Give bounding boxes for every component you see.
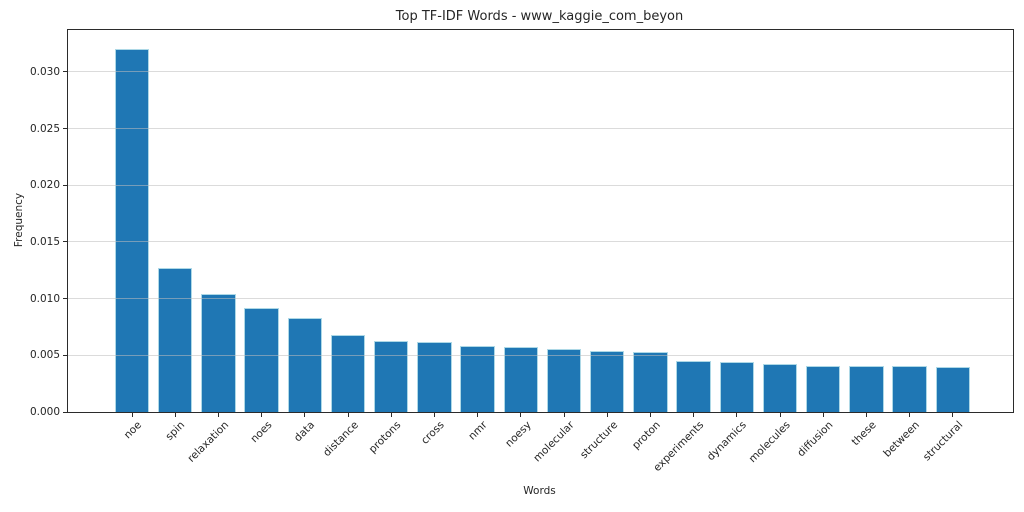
gridline (68, 71, 1013, 73)
x-tick-label-diffusion: diffusion (795, 419, 836, 460)
x-tick-label-molecular: molecular (531, 419, 577, 465)
x-tick (865, 413, 867, 417)
x-tick (736, 413, 738, 417)
y-tick (63, 128, 67, 130)
x-tick-label-spin: spin (163, 419, 188, 443)
x-tick-label-molecules: molecules (746, 419, 793, 466)
y-tick-label: 0.010 (29, 292, 60, 305)
x-tick-label-noe: noe (122, 419, 145, 442)
bar-structure (589, 350, 625, 412)
x-tick (606, 413, 608, 417)
y-tick-label: 0.015 (29, 235, 60, 248)
bar-noesy (503, 347, 539, 412)
x-tick (477, 413, 479, 417)
x-tick-label-nmr: nmr (466, 419, 491, 443)
bar-nmr (460, 346, 495, 412)
x-tick (952, 413, 954, 417)
x-tick (433, 413, 435, 417)
bar-proton (633, 351, 668, 412)
gridline (68, 184, 1013, 186)
x-tick (649, 413, 651, 417)
chart-title: Top TF-IDF Words - www_kaggie_com_beyon (395, 9, 684, 24)
x-tick-label-proton: proton (630, 419, 663, 452)
plot-area: noe spin relaxation noes data distance protons… (30, 29, 1014, 474)
bar-structural (935, 366, 971, 412)
y-tick (63, 354, 67, 356)
y-axis-label: Frequency (13, 192, 25, 248)
x-tick (563, 413, 565, 417)
bar-experiments (676, 360, 711, 412)
bar-between (892, 365, 927, 412)
x-tick-label-noes: noes (247, 419, 275, 446)
y-tick (63, 411, 67, 413)
y-tick-label: 0.030 (29, 65, 60, 78)
y-tick (63, 298, 67, 300)
bar-cross (417, 341, 452, 412)
x-tick (261, 413, 263, 417)
x-tick (822, 413, 824, 417)
x-tick (520, 413, 522, 417)
y-tick-label: 0.025 (29, 122, 60, 135)
x-tick (131, 413, 133, 417)
y-tick (63, 184, 67, 186)
y-tick-label: 0.005 (29, 349, 60, 362)
x-tick (779, 413, 781, 417)
bar-molecules (762, 364, 798, 412)
bar-spin (157, 268, 193, 412)
x-tick-label-protons: protons (367, 419, 404, 456)
x-tick-label-cross: cross (419, 419, 447, 447)
bar-diffusion (805, 365, 841, 412)
x-tick (174, 413, 176, 417)
x-axis-label: Words (523, 485, 556, 497)
y-tick-label: 0.020 (29, 179, 60, 192)
x-tick-label-noesy: noesy (502, 419, 534, 450)
gridline (68, 128, 1013, 130)
x-tick (347, 413, 349, 417)
x-tick-label-these: these (849, 419, 879, 449)
bar-data (287, 317, 323, 412)
y-tick (63, 241, 67, 243)
gridline (68, 298, 1013, 300)
bar-molecular (546, 348, 582, 412)
bar-distance (330, 334, 366, 412)
x-tick (390, 413, 392, 417)
gridline (68, 241, 1013, 243)
bar-noe (114, 49, 150, 412)
bar-protons (373, 340, 409, 412)
x-tick (217, 413, 219, 417)
y-tick (63, 71, 67, 73)
y-tick-label: 0.000 (29, 406, 60, 418)
bar-relaxation (201, 294, 236, 412)
x-tick-label-structural: structural (920, 419, 966, 464)
x-tick-label-distance: distance (320, 419, 361, 459)
x-tick (693, 413, 695, 417)
x-tick-label-data: data (292, 419, 318, 445)
bar-noes (244, 307, 279, 412)
x-tick (909, 413, 911, 417)
x-tick-label-relaxation: relaxation (185, 419, 231, 465)
x-tick-label-dynamics: dynamics (705, 419, 750, 464)
bar-dynamics (719, 362, 755, 412)
x-tick-label-between: between (881, 419, 923, 460)
x-tick-label-structure: structure (577, 419, 620, 462)
x-tick (304, 413, 306, 417)
bar-these (849, 365, 884, 412)
gridline (68, 354, 1013, 356)
